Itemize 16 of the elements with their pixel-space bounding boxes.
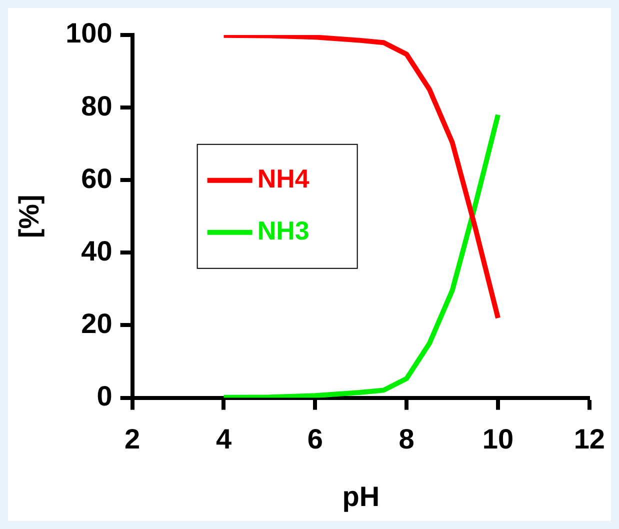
y-axis-title: [%] — [14, 194, 45, 238]
x-axis-title: pH — [342, 480, 380, 512]
x-tick-label: 12 — [574, 423, 606, 454]
y-tick-label: 100 — [66, 18, 112, 49]
x-tick-label: 6 — [307, 423, 323, 454]
y-tick-label: 20 — [81, 308, 112, 339]
x-tick-label: 4 — [216, 423, 232, 454]
legend-label: NH4 — [257, 164, 310, 194]
y-tick-label: 0 — [96, 380, 112, 412]
y-tick-label: 80 — [81, 90, 112, 122]
x-tick-label: 8 — [398, 423, 414, 454]
x-tick-label: 10 — [482, 423, 514, 454]
y-tick-label: 40 — [81, 235, 112, 266]
legend-label: NH3 — [257, 216, 310, 246]
y-tick-label: 60 — [81, 162, 112, 194]
x-tick-label: 2 — [124, 423, 140, 454]
